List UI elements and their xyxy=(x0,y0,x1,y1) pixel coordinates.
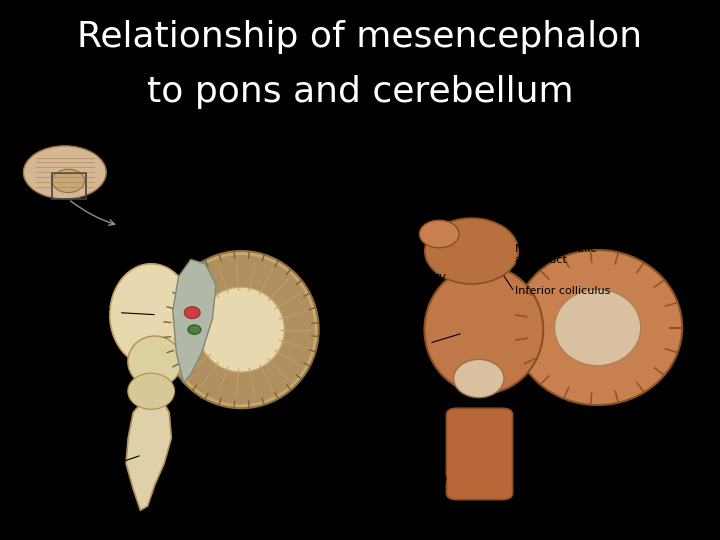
Text: Relationship of mesencephalon: Relationship of mesencephalon xyxy=(78,20,642,54)
Ellipse shape xyxy=(554,289,641,366)
Text: Mamillary
body: Mamillary body xyxy=(389,271,446,299)
Ellipse shape xyxy=(109,264,193,366)
Ellipse shape xyxy=(128,336,181,387)
Ellipse shape xyxy=(164,251,319,408)
Text: Superior colliculus: Superior colliculus xyxy=(515,212,617,222)
Text: Middle: Middle xyxy=(56,388,93,399)
Ellipse shape xyxy=(513,250,683,405)
Bar xyxy=(52,173,86,199)
Text: Medulla
oblongata: Medulla oblongata xyxy=(61,472,117,494)
Ellipse shape xyxy=(454,360,504,397)
Text: Medulla
oblongata: Medulla oblongata xyxy=(389,458,448,486)
Text: Mesencephalic
aqueduct: Mesencephalic aqueduct xyxy=(515,244,598,265)
Text: Mesencephalon: Mesencephalon xyxy=(692,211,702,293)
Text: Inferior: Inferior xyxy=(56,414,96,424)
Ellipse shape xyxy=(23,146,107,199)
Ellipse shape xyxy=(188,325,201,334)
Ellipse shape xyxy=(168,255,315,404)
Text: Pons: Pons xyxy=(83,306,111,319)
Ellipse shape xyxy=(184,307,200,319)
Ellipse shape xyxy=(171,259,311,400)
Text: Superior: Superior xyxy=(56,363,104,373)
Ellipse shape xyxy=(53,169,85,193)
Ellipse shape xyxy=(425,218,518,284)
Ellipse shape xyxy=(419,220,459,248)
Text: to pons and cerebellum: to pons and cerebellum xyxy=(147,75,573,109)
Polygon shape xyxy=(173,260,216,383)
Ellipse shape xyxy=(425,266,544,393)
Polygon shape xyxy=(126,395,171,510)
FancyBboxPatch shape xyxy=(446,408,513,500)
Text: Inferior colliculus: Inferior colliculus xyxy=(515,286,610,296)
Ellipse shape xyxy=(198,287,284,372)
Text: Pons: Pons xyxy=(389,338,417,351)
Ellipse shape xyxy=(128,373,174,409)
Text: Fourth
ventricle: Fourth ventricle xyxy=(389,399,441,427)
Text: Cerebellar
peduncles: Cerebellar peduncles xyxy=(5,370,27,421)
